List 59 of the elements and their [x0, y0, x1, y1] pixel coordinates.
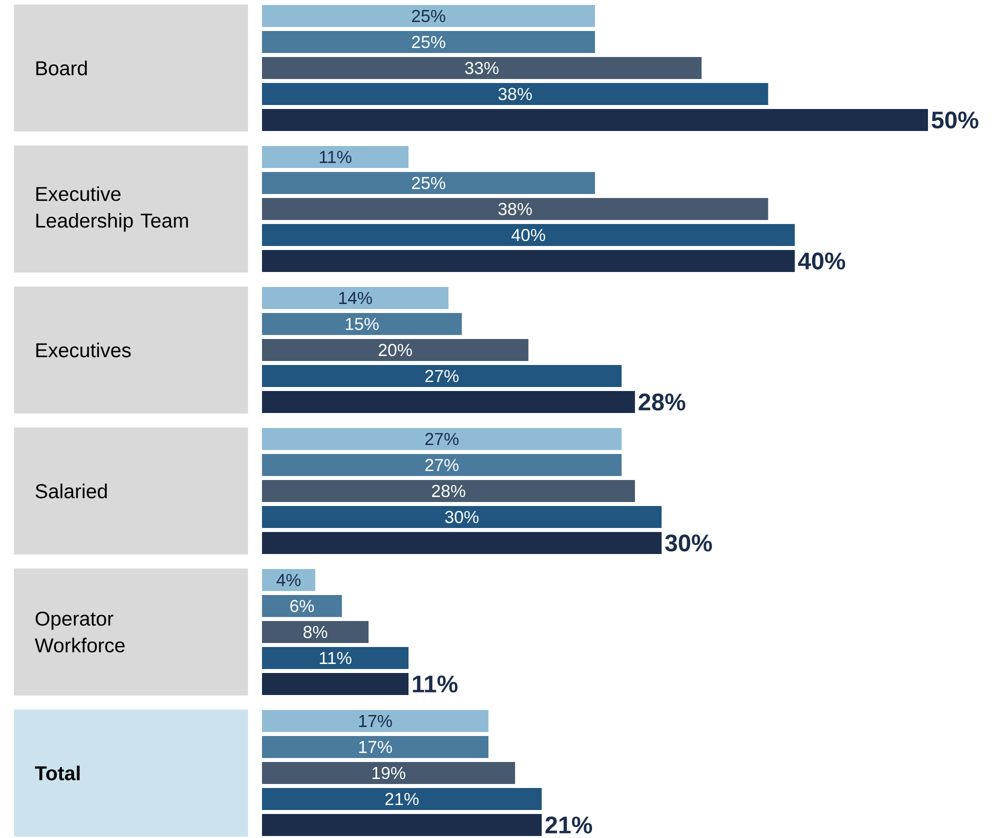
y-tick-label: Executives [36, 342, 131, 358]
bar [262, 391, 635, 414]
bar [262, 224, 795, 246]
data-label: 40% [511, 228, 546, 242]
data-label: 4% [276, 574, 301, 586]
bar [262, 480, 635, 502]
data-label: 20% [378, 344, 412, 356]
data-label: 14% [339, 292, 372, 304]
data-label: 19% [372, 766, 406, 780]
bar [262, 365, 622, 388]
bar [262, 250, 795, 272]
bar [262, 109, 928, 132]
bar [262, 198, 768, 220]
data-label: 30% [665, 534, 712, 552]
bar [262, 532, 662, 554]
data-label: 38% [498, 88, 532, 100]
bar [262, 339, 528, 362]
bar [262, 710, 488, 732]
y-tick-label: Executive Leadership Team [36, 186, 188, 232]
data-label: 27% [425, 432, 459, 446]
y-tick-label: Salaried [36, 484, 107, 498]
bar [262, 788, 542, 810]
bar [262, 673, 409, 695]
data-label: 11% [412, 676, 458, 692]
data-label: 21% [545, 816, 592, 834]
bar [262, 736, 488, 758]
data-label: 27% [425, 370, 459, 382]
data-label: 15% [346, 318, 379, 330]
data-label: 40% [798, 252, 846, 270]
data-label: 33% [465, 62, 499, 74]
data-label: 25% [412, 176, 446, 190]
y-tick-label: Operator Workforce [34, 612, 125, 652]
data-label: 8% [304, 626, 328, 638]
y-tick-label: Total [34, 766, 80, 780]
data-label: 17% [359, 740, 392, 754]
bar [262, 814, 542, 836]
bar [262, 5, 596, 28]
bar [262, 83, 768, 106]
data-label: 30% [445, 510, 479, 524]
data-label: 38% [498, 202, 532, 216]
bar [262, 762, 516, 784]
data-label: 25% [412, 36, 446, 48]
bar [262, 57, 702, 80]
bar [262, 31, 596, 54]
data-label: 50% [932, 112, 978, 128]
bar [262, 506, 662, 528]
data-label: 11% [320, 150, 352, 164]
data-label: 27% [425, 458, 459, 472]
data-label: 6% [290, 600, 314, 612]
bar [262, 454, 622, 476]
y-tick-label: Board [36, 60, 87, 76]
data-label: 21% [385, 792, 419, 806]
bar [262, 428, 622, 450]
data-label: 28% [638, 393, 686, 410]
data-label: 25% [412, 10, 446, 22]
data-label: 17% [359, 714, 392, 728]
data-label: 11% [320, 652, 352, 664]
data-label: 28% [432, 484, 466, 498]
bar [262, 172, 596, 194]
